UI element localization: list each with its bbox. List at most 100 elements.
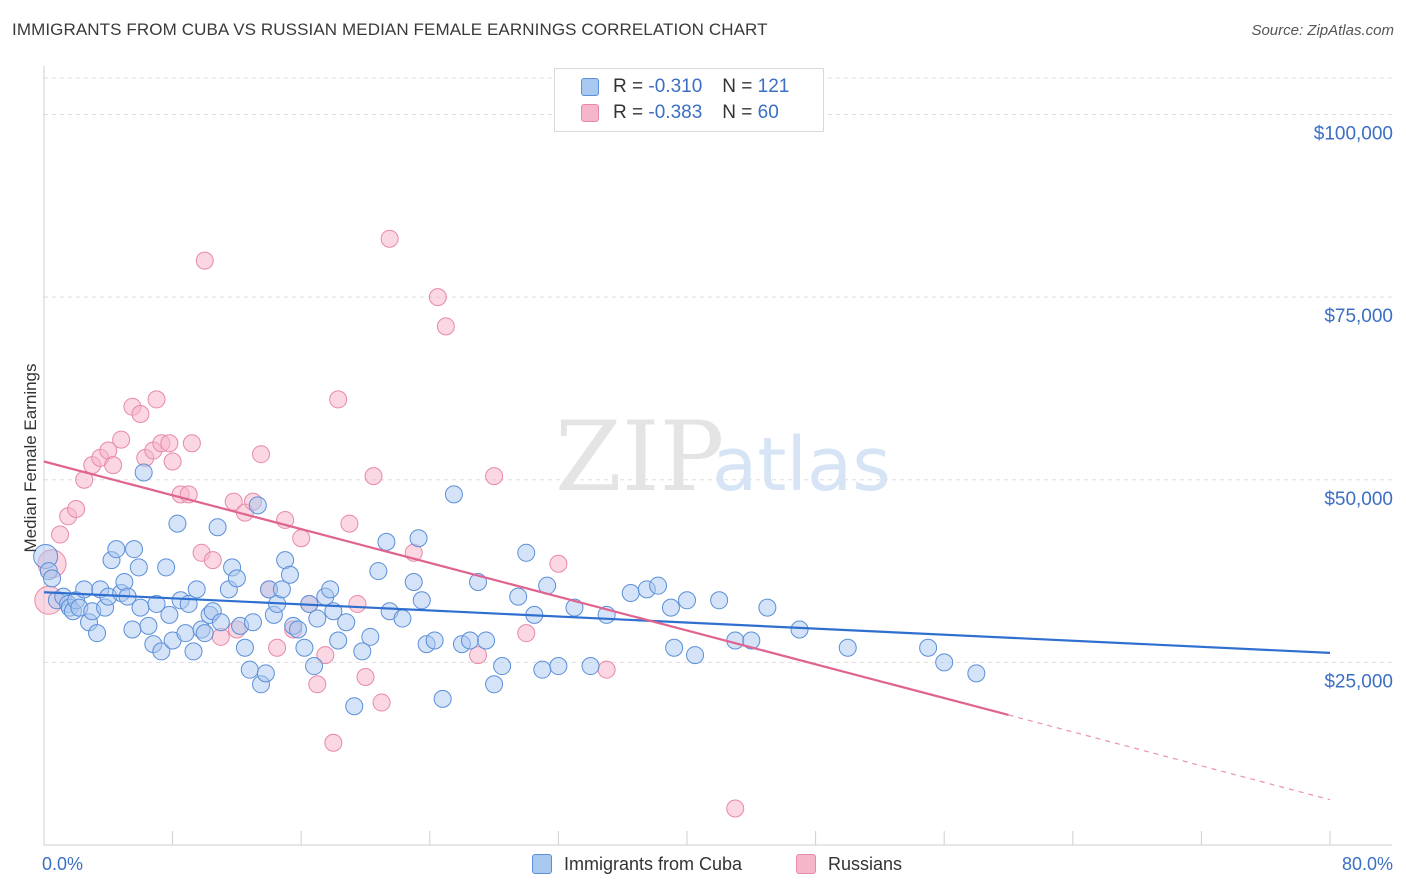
x-tick-label: 0.0% [42, 854, 83, 874]
cuba-point [240, 660, 259, 679]
cuba-point [665, 638, 684, 657]
cuba-point [758, 598, 777, 617]
cuba-point [305, 657, 324, 676]
russians-point [372, 693, 391, 712]
russians-point [163, 452, 182, 471]
russians-point [356, 667, 375, 686]
watermark-atlas: atlas [712, 422, 891, 508]
cuba-point [353, 642, 372, 661]
r-value: -0.310 [648, 76, 703, 97]
cuba-point [243, 613, 262, 632]
y-tick-label: $100,000 [1314, 124, 1393, 145]
cuba-point [256, 664, 275, 683]
cuba-point [337, 613, 356, 632]
cuba-point [549, 657, 568, 676]
grid-layer [44, 77, 1392, 663]
russians-point [380, 229, 399, 248]
legend-item-russians[interactable]: Russians [796, 851, 902, 877]
cuba-legend-swatch [532, 854, 552, 874]
cuba-point [393, 609, 412, 628]
russians-point [147, 390, 166, 409]
cuba-point [280, 565, 299, 584]
cuba-point [369, 562, 388, 581]
cuba-point [43, 569, 62, 588]
russians-point [67, 499, 86, 518]
cuba-point [308, 609, 327, 628]
cuba-point [123, 620, 142, 639]
axis-labels-group: $25,000 $50,000 $75,000 $100,000 0.0% 80.0% Me… [21, 124, 1393, 874]
cuba-point [425, 631, 444, 650]
chart-title: IMMIGRANTS FROM CUBA VS RUSSIAN MEDIAN F… [12, 20, 768, 39]
cuba-point [329, 631, 348, 650]
cuba-point [485, 675, 504, 694]
cuba-point [272, 580, 291, 599]
russians-point [549, 554, 568, 573]
cuba-point [129, 558, 148, 577]
russians-point [324, 733, 343, 752]
russians-point [485, 467, 504, 486]
cuba-point [288, 620, 307, 639]
cuba-point [160, 605, 179, 624]
russians-point [364, 467, 383, 486]
russians-point [597, 660, 616, 679]
russians-swatch [581, 104, 599, 122]
cuba-point [211, 613, 230, 632]
cuba-point [125, 540, 144, 559]
cuba-point [361, 627, 380, 646]
russians-point [340, 514, 359, 533]
russians-point [469, 646, 488, 665]
cuba-point [107, 540, 126, 559]
legend-item-cuba[interactable]: Immigrants from Cuba [532, 851, 742, 877]
cuba-point [444, 485, 463, 504]
russians-point [726, 799, 745, 818]
cuba-point [517, 543, 536, 562]
r-value: -0.383 [648, 102, 703, 123]
cuba-point [412, 591, 431, 610]
cuba-point [919, 638, 938, 657]
cuba-point [248, 496, 267, 515]
russians-legend-label: Russians [828, 853, 903, 874]
watermark-zip: ZIP [555, 401, 724, 513]
cuba-point [565, 598, 584, 617]
cuba-point [838, 638, 857, 657]
cuba-point [710, 591, 729, 610]
cuba-point [321, 580, 340, 599]
cuba-point [345, 697, 364, 716]
cuba-point [195, 624, 214, 643]
cuba-point [208, 518, 227, 537]
n-value: 60 [757, 102, 779, 123]
legend-row-cuba: R = -0.310 N = 121 [581, 75, 789, 99]
cuba-point [152, 642, 171, 661]
n-label: N = [722, 76, 753, 97]
cuba-point [187, 580, 206, 599]
russians-trend-extension [1008, 714, 1331, 801]
russians-point [348, 594, 367, 613]
russians-point [517, 624, 536, 643]
axis-layer [43, 66, 1392, 846]
russians-point [329, 390, 348, 409]
correlation-legend: R = -0.310 N = 121 R = -0.383 N = 60 [554, 68, 824, 132]
russians-point [203, 551, 222, 570]
russians-point [252, 445, 271, 464]
cuba-point [134, 463, 153, 482]
r-label: R = [613, 76, 644, 97]
russians-point [224, 492, 243, 511]
cuba-point [935, 653, 954, 672]
russians-point [104, 456, 123, 475]
cuba-point [967, 664, 986, 683]
russians-point [316, 646, 335, 665]
russians-point [308, 675, 327, 694]
n-label: N = [722, 102, 753, 123]
cuba-swatch [581, 78, 599, 96]
russians-point [268, 638, 287, 657]
cuba-point [88, 624, 107, 643]
russians-point [51, 525, 70, 544]
russians-point [182, 434, 201, 453]
russians-point [195, 251, 214, 270]
r-label: R = [613, 102, 644, 123]
russians-legend-swatch [796, 854, 816, 874]
legend-row-russians: R = -0.383 N = 60 [581, 101, 779, 125]
cuba-point [477, 631, 496, 650]
cuba-point [493, 657, 512, 676]
